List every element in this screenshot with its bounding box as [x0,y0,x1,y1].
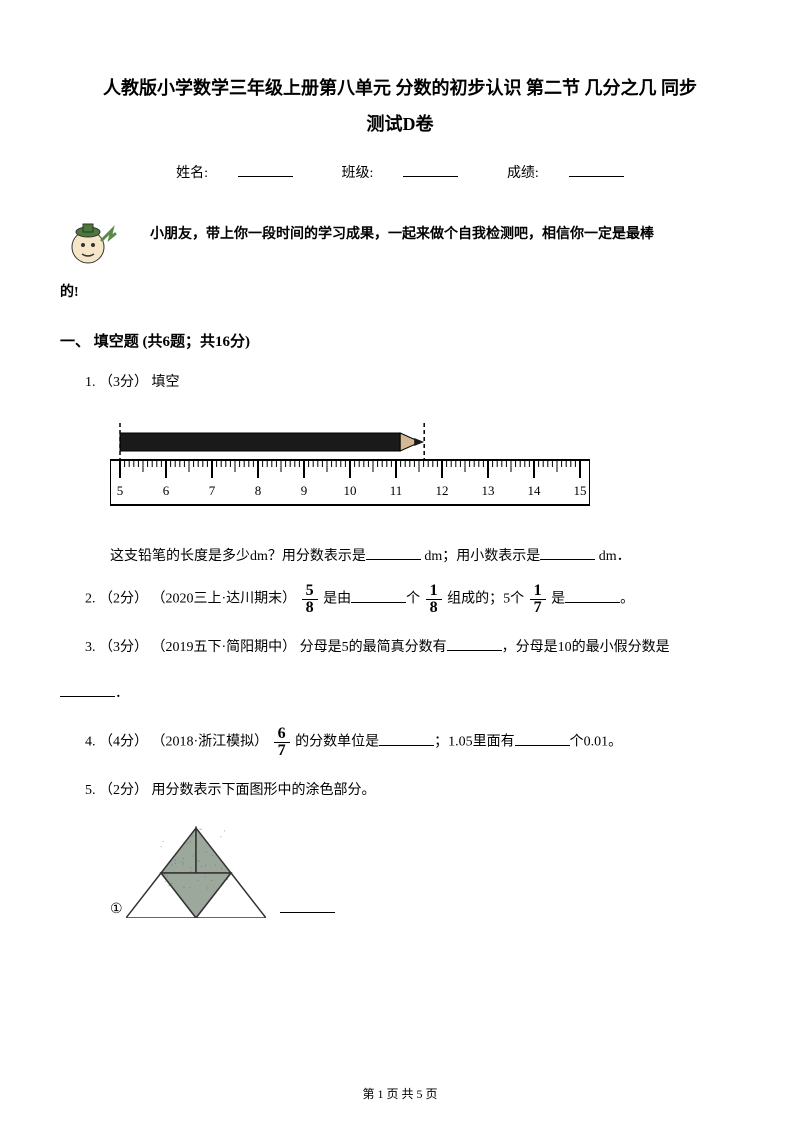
ruler-figure: 5 6 7 8 9 10 11 12 13 14 15 [60,415,740,520]
q2-text-d: 是 [548,592,566,607]
svg-text:6: 6 [163,483,170,498]
q3-text-b: ． [115,686,129,701]
score-blank[interactable] [569,176,624,177]
svg-text:15: 15 [574,483,587,498]
q2-frac-1: 58 [302,583,318,616]
q3-blank-2[interactable] [60,683,115,697]
title-line-1: 人教版小学数学三年级上册第八单元 分数的初步认识 第二节 几分之几 同步 [60,70,740,106]
q1-text-a: 这支铅笔的长度是多少dm？用分数表示是 [110,549,366,564]
q2-prefix: 2. （2分） （2020三上·达川期末） [85,592,300,607]
question-2: 2. （2分） （2020三上·达川期末） 58 是由 个 18 组成的；5个 1… [60,583,740,616]
q2-frac-2: 18 [426,583,442,616]
svg-text:8: 8 [255,483,262,498]
q2-blank-2[interactable] [565,589,620,603]
q4-frac-1: 67 [274,726,290,759]
q1-text: 这支铅笔的长度是多少dm？用分数表示是 dm；用小数表示是 dm． [60,545,740,565]
section-1-title: 一、 填空题 (共6题；共16分) [60,330,740,351]
question-5: 5. （2分） 用分数表示下面图形中的涂色部分。 [60,777,740,805]
svg-text:13: 13 [482,483,495,498]
q1-prefix: 1. （3分） 填空 [85,375,180,390]
q4-text-a: 的分数单位是 [292,735,380,750]
q4-text-b: ；1.05里面有 [434,735,515,750]
svg-text:9: 9 [301,483,308,498]
mascot-icon [60,212,120,272]
name-blank[interactable] [238,176,293,177]
question-4: 4. （4分） （2018·浙江模拟） 67 的分数单位是 ；1.05里面有 个0.… [60,726,740,759]
q2-text-a: 是由 [320,592,352,607]
q2-text-b: 个 [406,592,424,607]
q2-blank-1[interactable] [351,589,406,603]
page-footer: 第 1 页 共 5 页 [0,1085,800,1102]
class-label: 班级: [342,166,374,181]
q4-text-c: 个0.01。 [570,735,623,750]
svg-text:12: 12 [436,483,449,498]
question-3: 3. （3分） （2019五下·简阳期中） 分母是5的最简真分数有 ，分母是10的… [60,634,740,662]
question-3-cont: ． [60,680,740,708]
q2-frac-3: 17 [530,583,546,616]
q1-blank-2[interactable] [540,546,595,560]
triangle-svg [126,823,266,918]
q1-text-b: dm；用小数表示是 [421,549,540,564]
q2-text-c: 组成的；5个 [444,592,528,607]
q1-blank-1[interactable] [366,546,421,560]
q4-blank-1[interactable] [379,732,434,746]
q5-blank[interactable] [280,899,335,913]
svg-text:11: 11 [390,483,403,498]
name-label: 姓名: [176,166,208,181]
q4-blank-2[interactable] [515,732,570,746]
q3-text-a: ，分母是10的最小假分数是 [502,640,670,655]
info-row: 姓名: 班级: 成绩: [60,162,740,182]
class-blank[interactable] [403,176,458,177]
intro-text-1: 小朋友，带上你一段时间的学习成果，一起来做个自我检测吧，相信你一定是最棒 [150,222,740,247]
q3-prefix: 3. （3分） （2019五下·简阳期中） 分母是5的最简真分数有 [85,640,447,655]
svg-text:5: 5 [117,483,124,498]
intro-row: 小朋友，带上你一段时间的学习成果，一起来做个自我检测吧，相信你一定是最棒 [60,212,740,272]
q5-label: ① [110,901,123,918]
page-title: 人教版小学数学三年级上册第八单元 分数的初步认识 第二节 几分之几 同步 测试D… [60,70,740,142]
title-line-2: 测试D卷 [60,106,740,142]
triangle-figure: ① [60,823,740,918]
svg-text:7: 7 [209,483,216,498]
ruler-svg: 5 6 7 8 9 10 11 12 13 14 15 [110,415,590,515]
q5-prefix: 5. （2分） 用分数表示下面图形中的涂色部分。 [85,783,376,798]
svg-text:10: 10 [344,483,357,498]
score-label: 成绩: [507,166,539,181]
q1-text-c: dm． [595,549,630,564]
q3-blank-1[interactable] [447,637,502,651]
svg-text:14: 14 [528,483,542,498]
q4-prefix: 4. （4分） （2018·浙江模拟） [85,735,272,750]
question-1: 1. （3分） 填空 [60,369,740,397]
q2-text-e: 。 [620,592,634,607]
intro-text-2: 的! [60,280,740,305]
